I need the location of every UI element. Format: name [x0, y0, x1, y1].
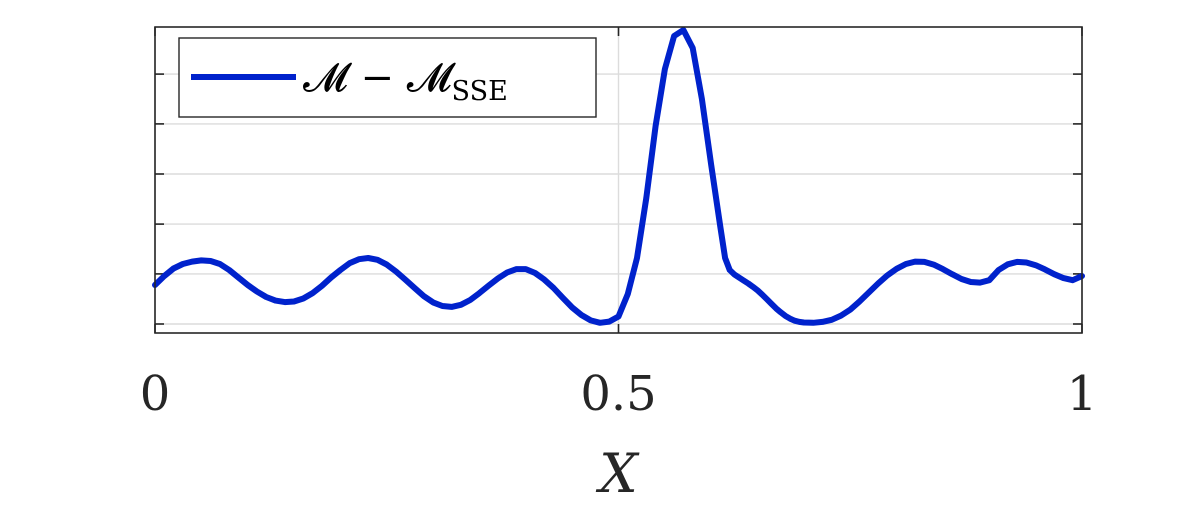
x-tick-label: 1 [1067, 366, 1098, 422]
x-tick-labels: 0 0.5 1 [140, 366, 1098, 422]
legend-label-main: 𝓜 − 𝓜 [303, 55, 456, 101]
series-group [152, 27, 1085, 326]
x-axis-label: X [595, 442, 640, 505]
legend-label: 𝓜 − 𝓜SSE [303, 55, 508, 107]
legend-label-subscript: SSE [452, 76, 508, 107]
series-line [152, 27, 1085, 326]
legend: 𝓜 − 𝓜SSE [178, 37, 597, 118]
x-tick-label: 0.5 [580, 366, 656, 422]
plot-border [154, 26, 1083, 334]
x-tick-label: 0 [140, 366, 171, 422]
